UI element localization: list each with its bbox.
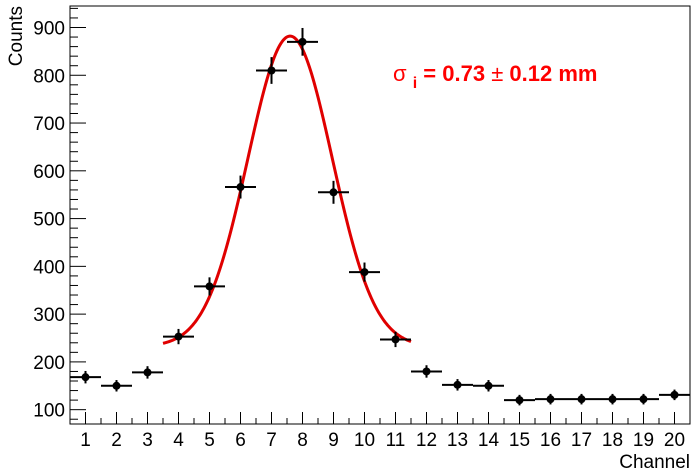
data-point — [318, 180, 349, 204]
x-tick-label: 11 — [386, 430, 406, 451]
data-point — [504, 394, 535, 406]
x-tick-label: 10 — [354, 430, 375, 451]
x-tick-label: 18 — [602, 430, 623, 451]
sigma-error: 0.12 mm — [509, 61, 597, 86]
sigma-annotation: σ i = 0.73 ± 0.12 mm — [393, 61, 597, 93]
data-point — [628, 393, 659, 405]
point-marker — [546, 395, 555, 404]
point-marker — [670, 390, 679, 399]
point-marker — [608, 395, 617, 404]
x-tick-label: 1 — [80, 430, 91, 451]
y-tick-label: 500 — [33, 210, 65, 231]
x-tick-label: 5 — [204, 430, 215, 451]
y-tick-label: 800 — [33, 66, 65, 87]
y-axis-label: Counts — [6, 6, 27, 66]
point-marker — [391, 335, 400, 344]
x-tick-label: 6 — [235, 430, 246, 451]
x-tick-label: 9 — [328, 430, 339, 451]
data-point — [132, 366, 163, 379]
data-point — [597, 393, 628, 405]
point-marker — [360, 268, 369, 277]
sigma-subscript: i — [413, 75, 417, 92]
data-point — [566, 393, 597, 405]
data-point — [442, 379, 473, 391]
point-marker — [174, 332, 183, 341]
data-point — [70, 370, 101, 384]
x-tick-label: 7 — [266, 430, 277, 451]
point-marker — [81, 373, 90, 382]
data-point — [380, 331, 411, 348]
point-marker — [112, 381, 121, 390]
point-marker — [484, 381, 493, 390]
x-tick-label: 8 — [297, 430, 308, 451]
x-tick-label: 16 — [540, 430, 561, 451]
x-tick-label: 15 — [509, 430, 530, 451]
x-tick-label: 4 — [173, 430, 184, 451]
sigma-symbol: σ — [393, 61, 407, 86]
data-point — [256, 57, 287, 84]
point-marker — [267, 66, 276, 75]
y-axis-ticks: 100 200 300 400 500 600 700 800 900 — [33, 7, 86, 422]
plus-minus-symbol: ± — [491, 61, 503, 86]
data-point — [101, 380, 132, 392]
point-marker — [205, 282, 214, 291]
y-tick-label: 900 — [33, 18, 65, 39]
point-marker — [639, 395, 648, 404]
x-tick-label: 12 — [416, 430, 437, 451]
x-tick-label: 14 — [478, 430, 500, 451]
point-marker — [515, 396, 524, 405]
x-tick-label: 2 — [111, 430, 122, 451]
point-marker — [298, 37, 307, 46]
data-point — [535, 393, 566, 405]
y-tick-label: 700 — [33, 114, 65, 135]
data-point — [225, 175, 256, 199]
data-point — [287, 27, 318, 56]
data-point — [659, 389, 690, 401]
x-tick-label: 3 — [142, 430, 153, 451]
x-axis-ticks: 1 2 3 4 5 6 7 8 9 10 11 12 13 14 15 16 17 18 19 20 — [80, 412, 685, 451]
x-tick-label: 20 — [664, 430, 685, 451]
point-marker — [453, 380, 462, 389]
point-marker — [236, 183, 245, 192]
data-points — [70, 27, 690, 406]
y-tick-label: 100 — [33, 401, 65, 422]
data-point — [473, 380, 504, 392]
y-tick-label: 200 — [33, 353, 65, 374]
point-marker — [422, 367, 431, 376]
x-tick-label: 19 — [633, 430, 654, 451]
data-point — [194, 277, 225, 296]
data-point — [163, 328, 194, 345]
gaussian-fit-curve — [162, 34, 412, 345]
y-tick-label: 600 — [33, 162, 65, 183]
x-tick-label: 17 — [571, 430, 592, 451]
point-marker — [329, 188, 338, 197]
y-tick-label: 300 — [33, 305, 65, 326]
data-point — [349, 262, 380, 282]
x-tick-label: 13 — [447, 430, 468, 451]
data-point — [411, 365, 442, 378]
y-tick-label: 400 — [33, 257, 65, 278]
sigma-value: = 0.73 — [423, 61, 485, 86]
point-marker — [577, 395, 586, 404]
point-marker — [143, 368, 152, 377]
x-axis-label: Channel — [619, 452, 690, 472]
